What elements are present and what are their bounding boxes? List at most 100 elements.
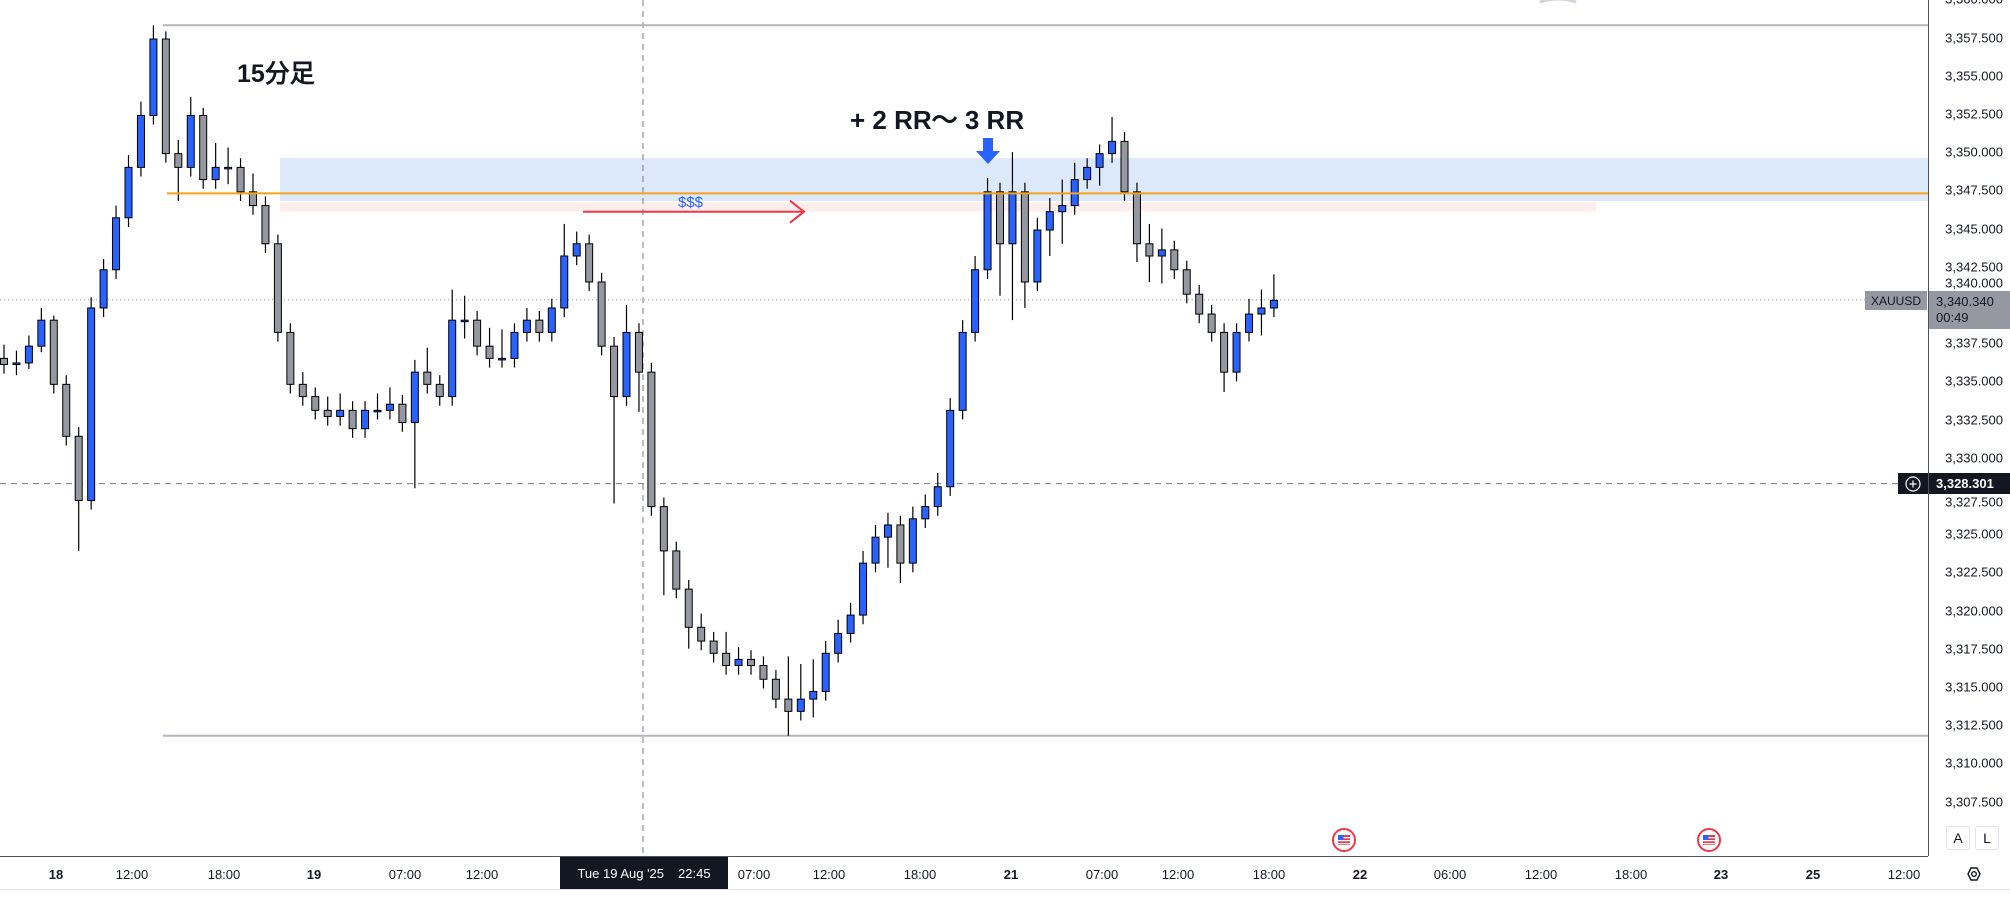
candle-body	[136, 114, 145, 168]
price-tick-label: 3,320.000	[1945, 603, 2003, 618]
candle-body	[149, 38, 158, 116]
candle-body	[1145, 243, 1154, 257]
time-tick-label: 07:00	[388, 867, 422, 882]
candle	[473, 311, 482, 356]
candle-body	[473, 319, 482, 347]
candle-body	[124, 166, 133, 219]
candle	[373, 393, 382, 420]
candle	[12, 350, 21, 376]
candle	[634, 323, 643, 412]
candle-body	[249, 191, 257, 207]
candle-body	[859, 562, 868, 616]
candle-body	[535, 319, 544, 333]
candle-body	[62, 383, 71, 437]
candle-body	[1182, 269, 1191, 295]
candle	[348, 401, 357, 438]
candle	[1182, 260, 1191, 304]
candle	[971, 256, 980, 342]
candle-body	[709, 640, 718, 654]
time-tick-label: 18:00	[1252, 867, 1286, 882]
candle-body	[224, 166, 233, 170]
candle	[298, 372, 307, 406]
candle	[161, 31, 170, 163]
auto-scale-button[interactable]: A	[1946, 826, 1970, 850]
candle-body	[161, 38, 170, 155]
candle-body	[846, 614, 855, 634]
candle	[186, 97, 195, 177]
candle-body	[1245, 313, 1253, 333]
candle-body	[37, 319, 46, 347]
candle	[99, 259, 108, 318]
candle	[361, 401, 370, 438]
candle	[1145, 223, 1154, 282]
candle-body	[435, 383, 444, 398]
candle	[1058, 179, 1067, 244]
candle	[560, 223, 569, 318]
candle-body	[1083, 166, 1092, 181]
candle	[809, 659, 818, 718]
time-axis[interactable]: 18 12:00 18:00 19 07:00 12:00 07:00 12:00 18:00 2…	[0, 856, 1928, 890]
liquidity-arrowhead	[789, 199, 806, 224]
candle	[1045, 197, 1054, 257]
candle-body	[448, 319, 457, 398]
settings-button[interactable]	[1962, 864, 1986, 889]
log-scale-button[interactable]: L	[1975, 826, 1999, 850]
economic-event-button[interactable]	[1697, 828, 1721, 852]
candle	[846, 602, 855, 643]
candle	[547, 298, 556, 342]
candle	[871, 524, 880, 573]
candle	[435, 375, 444, 406]
price-axis[interactable]: 3,360.000 3,357.500 3,355.000 3,352.500 3,35…	[1928, 0, 2010, 856]
candle-body	[522, 319, 531, 333]
candle	[37, 307, 46, 353]
price-tick-label: 3,337.500	[1945, 335, 2003, 351]
candle-body	[336, 409, 345, 417]
candle-body	[684, 588, 693, 628]
candle-body	[1269, 299, 1278, 309]
candle	[659, 497, 668, 596]
time-tick-label: 22	[1352, 867, 1368, 882]
price-chart[interactable]	[0, 0, 1928, 856]
timeframe-annotation: 15分足	[237, 60, 315, 88]
candle-body	[298, 383, 307, 398]
candle	[24, 335, 33, 370]
candle	[336, 393, 345, 426]
time-tick-label: 21	[1003, 867, 1019, 882]
candle	[1245, 298, 1253, 342]
candle	[921, 494, 930, 528]
candle-body	[1257, 307, 1266, 315]
price-tick-label: 3,325.000	[1945, 526, 2003, 542]
candle-body	[385, 403, 394, 411]
candle	[323, 396, 332, 426]
candle	[585, 234, 594, 292]
us-flag-icon	[1332, 828, 1356, 852]
economic-event-button[interactable]	[1332, 828, 1356, 852]
price-tick-label: 3,342.500	[1945, 259, 2003, 275]
candle	[385, 387, 394, 420]
candle	[112, 205, 121, 279]
candle	[1269, 274, 1278, 318]
candle-body	[1120, 140, 1129, 193]
time-tick-label: 25	[1805, 867, 1821, 882]
add-alert-button[interactable]	[1898, 473, 1928, 494]
candle-body	[659, 506, 668, 552]
candle-body	[634, 331, 643, 373]
candle-body	[199, 114, 208, 181]
candle	[0, 344, 8, 374]
time-tick-label: 06:00	[1433, 867, 1467, 882]
candle-body	[423, 371, 432, 385]
candle	[199, 107, 208, 189]
candle	[747, 650, 755, 675]
candle	[834, 619, 843, 663]
candle-body	[560, 255, 569, 309]
time-tick-label: 12:00	[812, 867, 846, 882]
time-tick-label: 18:00	[207, 867, 241, 882]
price-tick-label: 3,330.000	[1945, 450, 2003, 466]
candle	[784, 656, 793, 736]
candle	[883, 512, 892, 568]
candle-body	[697, 626, 706, 642]
price-tick-label: 3,360.000	[1945, 0, 2003, 7]
time-tick-label: 12:00	[1161, 867, 1195, 882]
candle	[124, 155, 133, 227]
candle-body	[610, 345, 619, 398]
